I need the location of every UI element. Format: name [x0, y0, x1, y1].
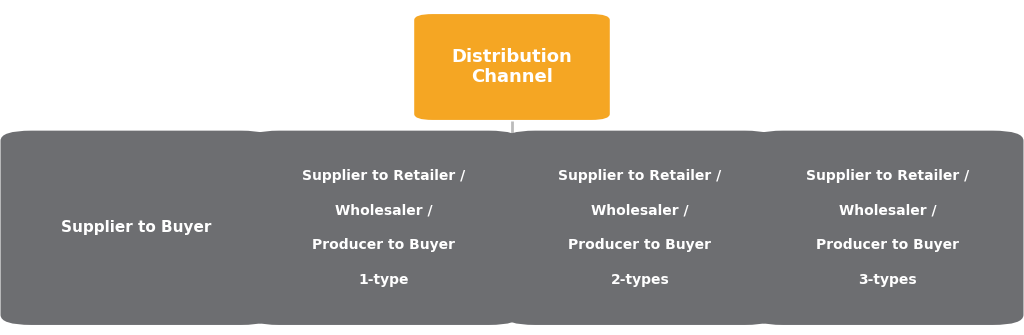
FancyBboxPatch shape: [414, 14, 609, 120]
FancyBboxPatch shape: [504, 131, 776, 325]
Text: Distribution
Channel: Distribution Channel: [452, 48, 572, 86]
Text: Supplier to Retailer /

Wholesaler /

Producer to Buyer

1-type: Supplier to Retailer / Wholesaler / Prod…: [302, 169, 466, 287]
FancyBboxPatch shape: [752, 131, 1024, 325]
Text: Supplier to Buyer: Supplier to Buyer: [61, 220, 211, 235]
Text: Supplier to Retailer /

Wholesaler /

Producer to Buyer

3-types: Supplier to Retailer / Wholesaler / Prod…: [806, 169, 970, 287]
FancyBboxPatch shape: [249, 131, 520, 325]
FancyBboxPatch shape: [1, 131, 272, 325]
Text: Supplier to Retailer /

Wholesaler /

Producer to Buyer

2-types: Supplier to Retailer / Wholesaler / Prod…: [558, 169, 722, 287]
